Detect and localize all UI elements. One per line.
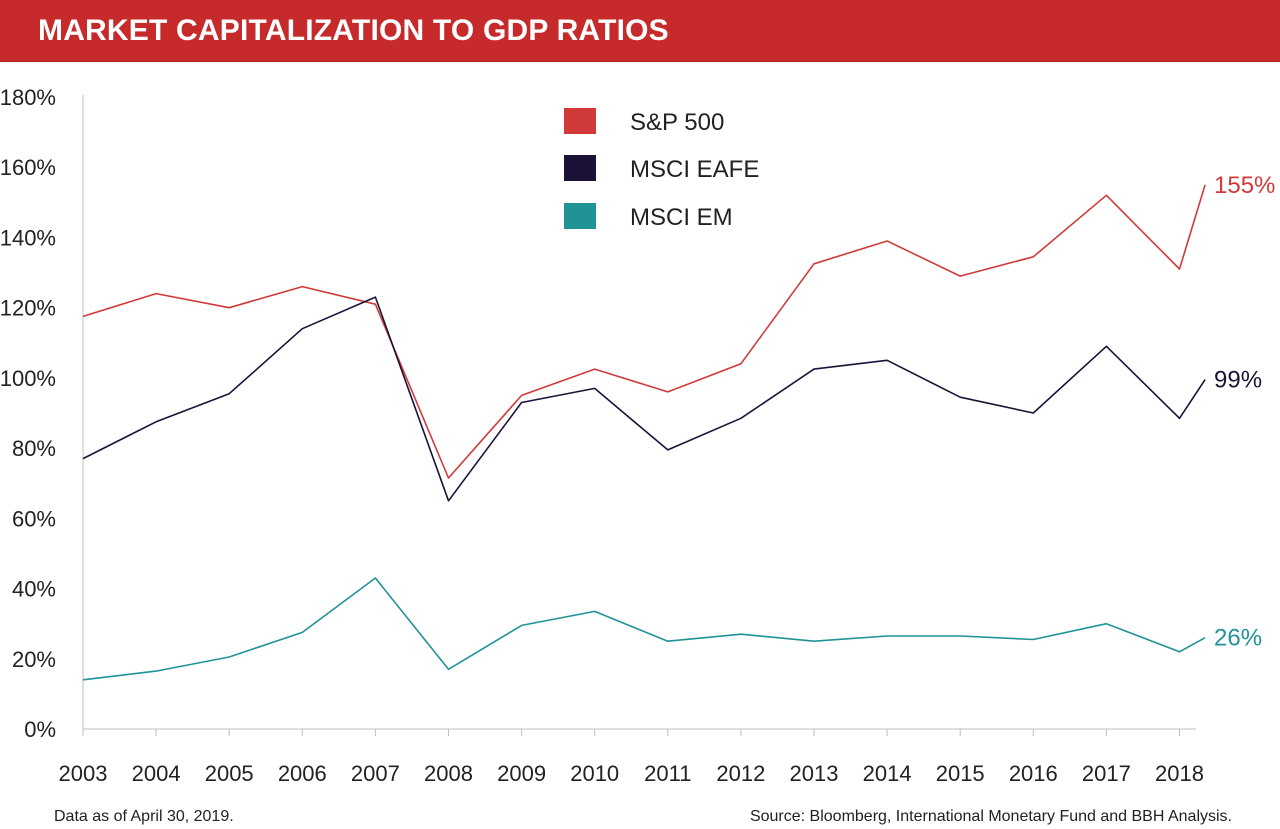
x-tick-label: 2008 <box>424 761 473 786</box>
y-tick-label: 0% <box>24 717 56 742</box>
series-end-label: 99% <box>1214 367 1262 394</box>
x-tick-label: 2015 <box>936 761 985 786</box>
x-tick-label: 2017 <box>1082 761 1131 786</box>
y-tick-label: 140% <box>0 225 56 250</box>
legend-label: MSCI EM <box>630 204 733 231</box>
x-tick-label: 2013 <box>790 761 839 786</box>
x-tick-label: 2009 <box>497 761 546 786</box>
x-tick-label: 2016 <box>1009 761 1058 786</box>
legend-swatch <box>564 108 596 134</box>
y-tick-label: 20% <box>12 647 56 672</box>
chart-title: MARKET CAPITALIZATION TO GDP RATIOS <box>38 14 669 47</box>
y-tick-label: 160% <box>0 155 56 180</box>
y-tick-label: 120% <box>0 296 56 321</box>
x-tick-label: 2012 <box>716 761 765 786</box>
data-date-note: Data as of April 30, 2019. <box>54 808 234 825</box>
x-tick-label: 2003 <box>59 761 108 786</box>
y-tick-label: 40% <box>12 577 56 602</box>
series-layer: 155% 99% 26% <box>82 172 1275 681</box>
x-tick-label: 2005 <box>205 761 254 786</box>
legend-swatch <box>564 203 596 229</box>
x-tick-label: 2004 <box>132 761 181 786</box>
series-line <box>82 577 1206 681</box>
title-banner: MARKET CAPITALIZATION TO GDP RATIOS <box>0 0 1280 62</box>
x-tick-label: 2006 <box>278 761 327 786</box>
source-note: Source: Bloomberg, International Monetar… <box>749 808 1232 825</box>
legend: S&P 500 MSCI EAFE MSCI EM <box>564 108 759 231</box>
series-line <box>82 296 1206 502</box>
x-tick-label: 2011 <box>644 761 691 786</box>
legend-swatch <box>564 155 596 181</box>
series-end-label: 155% <box>1214 172 1275 199</box>
x-tick-label: 2018 <box>1155 761 1204 786</box>
y-tick-label: 80% <box>12 436 56 461</box>
axes: 0% 20% 40% 60% 80% 100% 120% 140% 160% 180% 2003 20… <box>0 85 1204 786</box>
x-tick-label: 2014 <box>863 761 912 786</box>
x-tick-label: 2010 <box>570 761 619 786</box>
legend-label: S&P 500 <box>630 109 724 136</box>
y-tick-label: 100% <box>0 366 56 391</box>
y-tick-label: 180% <box>0 85 56 110</box>
series-end-label: 26% <box>1214 625 1262 652</box>
legend-label: MSCI EAFE <box>630 156 759 183</box>
y-tick-label: 60% <box>12 506 56 531</box>
x-tick-label: 2007 <box>351 761 400 786</box>
